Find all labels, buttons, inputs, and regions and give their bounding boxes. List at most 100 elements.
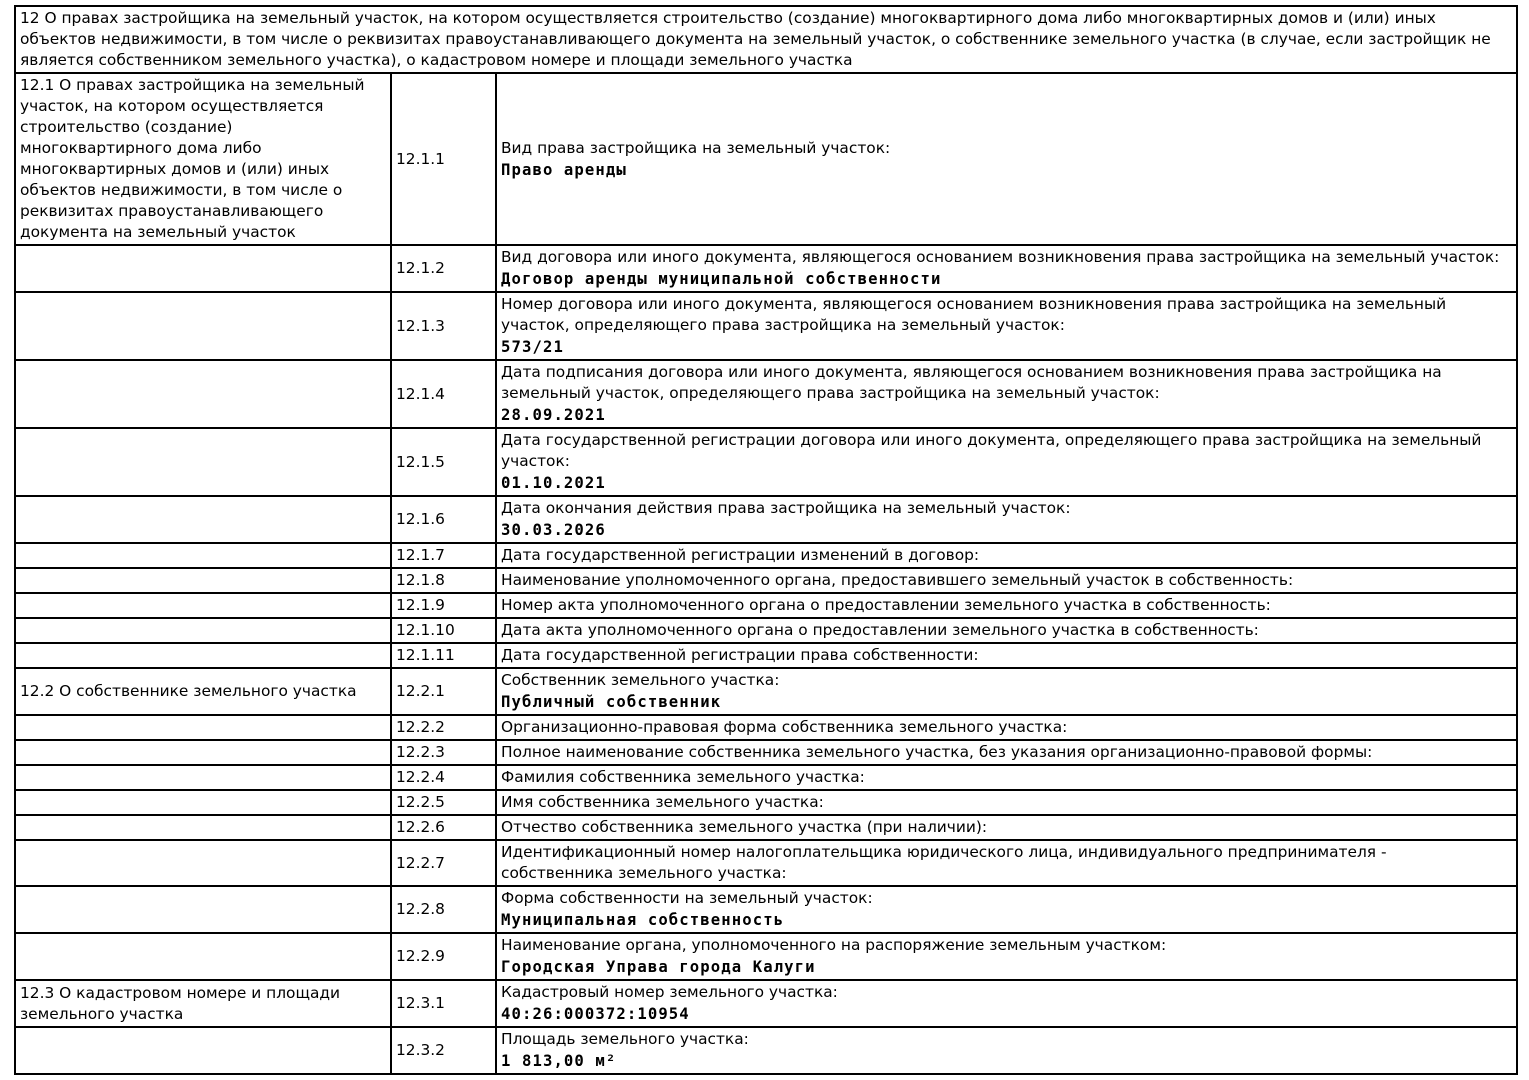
row-code-cell: 12.1.3: [390, 291, 497, 361]
field-cell: Имя собственника земельного участка:: [494, 789, 1519, 816]
field-cell: Вид права застройщика на земельный участ…: [494, 72, 1519, 246]
row-code-cell: 12.1.10: [390, 617, 497, 644]
row-code-cell: 12.2.7: [390, 839, 497, 887]
field-cell: Фамилия собственника земельного участка:: [494, 764, 1519, 791]
row-code-cell: 12.1.1: [390, 72, 497, 246]
table-row: 12.1.8 Наименование уполномоченного орган…: [14, 567, 1519, 594]
section-label-cell: [14, 932, 392, 981]
row-code-cell: 12.2.3: [390, 739, 497, 766]
declaration-table-body: 12 О правах застройщика на земельный уча…: [13, 5, 1519, 1075]
table-row: 12.1.2 Вид договора или иного документа, …: [14, 244, 1519, 293]
field-cell: Номер акта уполномоченного органа о пред…: [494, 592, 1519, 619]
row-code-cell: 12.1.5: [390, 427, 497, 497]
field-cell: Отчество собственника земельного участка…: [494, 814, 1519, 841]
section-label-cell: [14, 291, 392, 361]
field-value: 40:26:000372:10954: [501, 1005, 690, 1023]
row-code-cell: 12.1.8: [390, 567, 497, 594]
section-label-cell: [14, 592, 392, 619]
row-code-cell: 12.1.6: [390, 495, 497, 544]
field-label: Полное наименование собственника земельн…: [501, 743, 1373, 761]
section-label-cell: 12.3 О кадастровом номере и площади земе…: [14, 979, 392, 1028]
field-label: Дата государственной регистрации права с…: [501, 646, 979, 664]
field-label: Кадастровый номер земельного участка:: [501, 983, 838, 1001]
field-cell: Кадастровый номер земельного участка: 40:…: [494, 979, 1519, 1028]
field-value: Муниципальная собственность: [501, 911, 785, 929]
table-row: 12.3 О кадастровом номере и площади земе…: [14, 979, 1519, 1028]
section-label-cell: [14, 1026, 392, 1075]
field-cell: Дата государственной регистрации изменен…: [494, 542, 1519, 569]
field-label: Наименование уполномоченного органа, пре…: [501, 571, 1294, 589]
field-label: Имя собственника земельного участка:: [501, 793, 824, 811]
field-cell: Дата подписания договора или иного докум…: [494, 359, 1519, 429]
field-label: Собственник земельного участка:: [501, 671, 780, 689]
field-label: Площадь земельного участка:: [501, 1030, 749, 1048]
section-label-cell: [14, 839, 392, 887]
field-label: Номер акта уполномоченного органа о пред…: [501, 596, 1271, 614]
field-label: Отчество собственника земельного участка…: [501, 818, 988, 836]
section-label-cell: 12.2 О собственнике земельного участка: [14, 667, 392, 716]
table-row: 12.2.8 Форма собственности на земельный у…: [14, 885, 1519, 934]
field-cell: Вид договора или иного документа, являющ…: [494, 244, 1519, 293]
field-value: Право аренды: [501, 160, 627, 179]
row-code-cell: 12.1.4: [390, 359, 497, 429]
row-code-cell: 12.2.4: [390, 764, 497, 791]
field-label: Дата государственной регистрации договор…: [501, 431, 1482, 470]
table-header-row: 12 О правах застройщика на земельный уча…: [13, 5, 1519, 74]
row-code-cell: 12.2.5: [390, 789, 497, 816]
table-row: 12.2.5 Имя собственника земельного участк…: [14, 789, 1519, 816]
field-cell: Полное наименование собственника земельн…: [494, 739, 1519, 766]
table-row: 12.2.3 Полное наименование собственника з…: [14, 739, 1519, 766]
table-row: 12.1.11 Дата государственной регистрации …: [14, 642, 1519, 669]
field-cell: Дата государственной регистрации договор…: [494, 427, 1519, 497]
field-label: Наименование органа, уполномоченного на …: [501, 936, 1167, 954]
table-row: 12.1.4 Дата подписания договора или иного…: [14, 359, 1519, 429]
section-label-cell: [14, 617, 392, 644]
table-row: 12.1.5 Дата государственной регистрации д…: [14, 427, 1519, 497]
section-label-cell: [14, 359, 392, 429]
field-label: Вид договора или иного документа, являющ…: [501, 248, 1500, 266]
table-row: 12.2.7 Идентификационный номер налогоплат…: [14, 839, 1519, 887]
row-code-cell: 12.2.2: [390, 714, 497, 741]
field-label: Дата окончания действия права застройщик…: [501, 499, 1071, 517]
field-value: Договор аренды муниципальной собственнос…: [501, 270, 942, 288]
declaration-table: 12 О правах застройщика на земельный уча…: [13, 5, 1519, 1075]
section-label-cell: 12.1 О правах застройщика на земельный у…: [14, 72, 392, 246]
section-label-cell: [14, 739, 392, 766]
section-label-cell: [14, 244, 392, 293]
field-value: 30.03.2026: [501, 521, 606, 539]
field-label: Дата акта уполномоченного органа о предо…: [501, 621, 1259, 639]
field-label: Форма собственности на земельный участок…: [501, 889, 873, 907]
section-label-cell: [14, 789, 392, 816]
table-row: 12.2.2 Организационно-правовая форма собс…: [14, 714, 1519, 741]
field-label: Идентификационный номер налогоплательщик…: [501, 843, 1387, 882]
field-label: Организационно-правовая форма собственни…: [501, 718, 1068, 736]
row-code-cell: 12.3.1: [390, 979, 497, 1028]
section-label-cell: [14, 714, 392, 741]
field-cell: Номер договора или иного документа, явля…: [494, 291, 1519, 361]
field-cell: Наименование уполномоченного органа, пре…: [494, 567, 1519, 594]
row-code-cell: 12.2.8: [390, 885, 497, 934]
field-label: Номер договора или иного документа, явля…: [501, 295, 1447, 334]
table-row: 12.1.9 Номер акта уполномоченного органа …: [14, 592, 1519, 619]
table-row: 12.2 О собственнике земельного участка 12…: [14, 667, 1519, 716]
table-row: 12.3.2 Площадь земельного участка: 1 813,0…: [14, 1026, 1519, 1075]
table-row: 12.2.4 Фамилия собственника земельного уч…: [14, 764, 1519, 791]
field-cell: Наименование органа, уполномоченного на …: [494, 932, 1519, 981]
table-row: 12.1 О правах застройщика на земельный у…: [14, 72, 1519, 246]
section-label-cell: [14, 542, 392, 569]
section-label-cell: [14, 764, 392, 791]
table-row: 12.1.3 Номер договора или иного документа…: [14, 291, 1519, 361]
row-code-cell: 12.2.9: [390, 932, 497, 981]
row-code-cell: 12.1.2: [390, 244, 497, 293]
section-label-cell: [14, 885, 392, 934]
field-value: 01.10.2021: [501, 474, 606, 492]
field-cell: Площадь земельного участка: 1 813,00 м²: [494, 1026, 1519, 1075]
row-code-cell: 12.1.7: [390, 542, 497, 569]
section-label-cell: [14, 642, 392, 669]
field-cell: Идентификационный номер налогоплательщик…: [494, 839, 1519, 887]
field-cell: Форма собственности на земельный участок…: [494, 885, 1519, 934]
table-row: 12.2.9 Наименование органа, уполномоченно…: [14, 932, 1519, 981]
field-value: Публичный собственник: [501, 693, 722, 711]
section-label-cell: [14, 567, 392, 594]
